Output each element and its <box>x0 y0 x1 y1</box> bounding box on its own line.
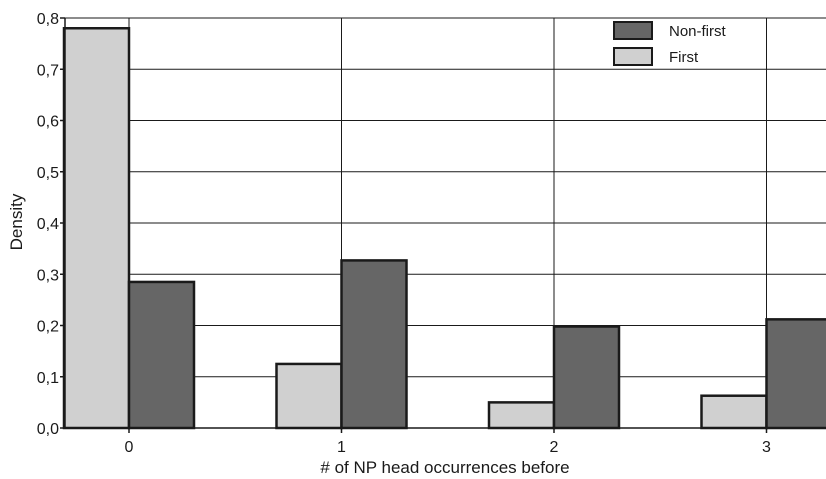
axes <box>60 17 826 433</box>
y-axis-title: Density <box>7 193 26 250</box>
bar-first-1 <box>275 362 343 430</box>
legend-label: Non-first <box>669 23 727 40</box>
bar-first-0 <box>62 27 131 430</box>
y-tick-label: 0,8 <box>37 11 59 28</box>
legend: Non-first First <box>613 21 727 66</box>
bars <box>62 27 826 430</box>
legend-label: First <box>669 49 699 66</box>
y-tick-label: 0,7 <box>37 62 59 79</box>
bar-non-first-3 <box>765 318 826 430</box>
x-tick-label: 2 <box>550 439 559 456</box>
y-tick-label: 0,3 <box>37 267 59 284</box>
x-tick-label: 3 <box>762 439 771 456</box>
x-tick-labels: 0 1 2 3 <box>125 439 772 456</box>
x-tick-label: 0 <box>125 439 134 456</box>
bar-non-first-0 <box>127 280 196 430</box>
y-tick-label: 0,5 <box>37 165 59 182</box>
legend-swatch-non-first <box>613 21 653 40</box>
y-tick-label: 0,0 <box>37 421 59 438</box>
bar-non-first-1 <box>340 259 408 430</box>
legend-swatch-first <box>613 47 653 66</box>
y-tick-labels: 0,0 0,1 0,2 0,3 0,4 0,5 0,6 0,7 0,8 <box>37 11 59 438</box>
y-tick-label: 0,4 <box>37 216 59 233</box>
y-tick-label: 0,1 <box>37 370 59 387</box>
x-axis-title: # of NP head occurrences before <box>320 458 569 477</box>
bar-first-3 <box>700 394 768 430</box>
x-tick-label: 1 <box>337 439 346 456</box>
y-tick-label: 0,6 <box>37 114 59 131</box>
y-tick-label: 0,2 <box>37 319 59 336</box>
bar-first-2 <box>487 401 556 430</box>
bar-non-first-2 <box>552 325 621 430</box>
